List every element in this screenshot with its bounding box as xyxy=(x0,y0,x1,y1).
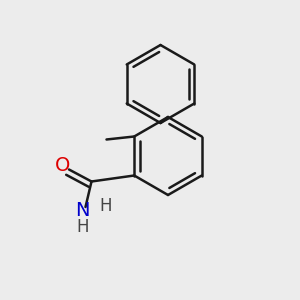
Text: N: N xyxy=(75,200,89,220)
Text: O: O xyxy=(55,156,70,176)
Text: H: H xyxy=(77,218,89,236)
Text: H: H xyxy=(100,197,112,215)
